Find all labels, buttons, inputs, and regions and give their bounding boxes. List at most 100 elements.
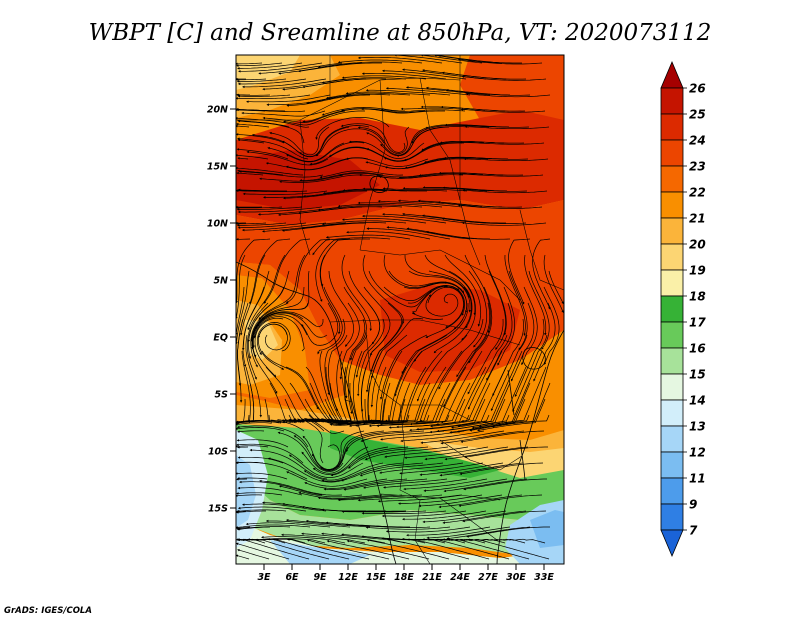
streamline: [236, 461, 308, 480]
colorbar-label: 24: [689, 134, 706, 148]
lon-label: 9E: [313, 572, 327, 583]
streamline: [365, 89, 451, 96]
streamline: [236, 108, 306, 113]
streamline: [298, 62, 382, 73]
streamline: [325, 234, 411, 240]
streamline: [380, 430, 465, 441]
streamline: [348, 414, 430, 427]
streamline: [457, 204, 543, 209]
streamline: [237, 62, 303, 70]
lat-label: 10S: [208, 447, 228, 458]
streamline: [324, 318, 346, 396]
streamline: [429, 414, 510, 434]
streamline: [328, 270, 355, 347]
streamline: [433, 286, 472, 354]
streamline: [312, 237, 391, 256]
colorbar-swatch: [660, 373, 684, 401]
streamline: [528, 270, 550, 350]
lat-label: 5N: [213, 276, 228, 287]
streamline: [416, 334, 468, 402]
streamline: [504, 254, 526, 336]
wbpt-zone-24-congo: [380, 285, 520, 372]
streamline: [381, 510, 467, 518]
lat-label: 20N: [207, 105, 228, 116]
streamline: [437, 55, 522, 64]
streamline: [345, 366, 387, 423]
streamline: [442, 186, 528, 192]
colorbar-bottom-triangle: [660, 529, 684, 558]
streamline: [237, 138, 265, 144]
streamline: [269, 126, 330, 156]
streamline: [368, 270, 432, 308]
streamline: [319, 254, 341, 335]
streamline: [405, 86, 491, 96]
streamline: [444, 446, 529, 461]
streamline: [460, 108, 546, 113]
streamline: [236, 62, 263, 66]
streamline: [442, 510, 527, 524]
colorbar-swatch: [660, 295, 684, 323]
streamline: [238, 170, 324, 178]
streamline: [306, 93, 391, 105]
lat-label: 10N: [207, 219, 228, 230]
streamline: [236, 137, 309, 160]
streamline: [236, 524, 311, 529]
streamline: [464, 125, 550, 130]
colorbar-swatch: [660, 113, 684, 141]
streamline: [543, 286, 560, 365]
streamline: [346, 539, 430, 560]
streamline: [237, 156, 249, 160]
streamline: [242, 78, 327, 89]
streamline: [426, 230, 511, 240]
streamline: [259, 479, 343, 496]
streamline: [407, 285, 466, 316]
streamline: [266, 94, 351, 106]
streamline: [477, 398, 546, 432]
streamline: [343, 286, 367, 361]
streamline: [236, 554, 250, 560]
streamline: [297, 206, 383, 215]
streamline: [247, 538, 330, 560]
colorbar: 26 25 24 23 22 21 20 19 18 17 16 15 14 13 12 11 9 7: [660, 60, 706, 558]
colorbar-label: 25: [689, 108, 706, 122]
streamline: [247, 302, 269, 380]
colorbar-swatch: [660, 425, 684, 453]
streamline: [319, 170, 404, 179]
streamline: [236, 425, 309, 448]
streamline: [400, 430, 485, 443]
streamline: [293, 435, 349, 472]
streamline: [241, 503, 327, 512]
streamline: [437, 201, 523, 208]
streamline: [368, 414, 450, 428]
streamline: [337, 494, 423, 502]
streamline: [363, 478, 448, 489]
streamline: [440, 430, 525, 445]
streamline: [404, 254, 470, 298]
streamline: [355, 302, 381, 378]
streamline: [461, 350, 503, 423]
streamline: [236, 427, 285, 432]
streamline: [344, 318, 366, 399]
streamline: [236, 166, 304, 176]
streamline: [249, 238, 291, 305]
streamline: [461, 75, 547, 81]
streamline: [504, 350, 543, 424]
streamline: [382, 212, 467, 224]
colorbar-label: 23: [689, 160, 706, 174]
streamline: [364, 446, 449, 461]
streamline: [416, 398, 486, 431]
streamline: [236, 117, 310, 128]
streamline: [241, 110, 326, 117]
streamline: [340, 462, 424, 482]
streamline: [427, 538, 510, 560]
streamline: [267, 457, 348, 483]
streamline: [359, 462, 444, 477]
lat-label: 15S: [208, 504, 228, 515]
streamline: [237, 169, 284, 176]
streamline: [377, 199, 463, 208]
streamline: [382, 187, 468, 192]
streamline: [237, 486, 303, 496]
streamline: [415, 366, 467, 425]
streamline: [286, 471, 368, 487]
streamline: [402, 510, 487, 521]
